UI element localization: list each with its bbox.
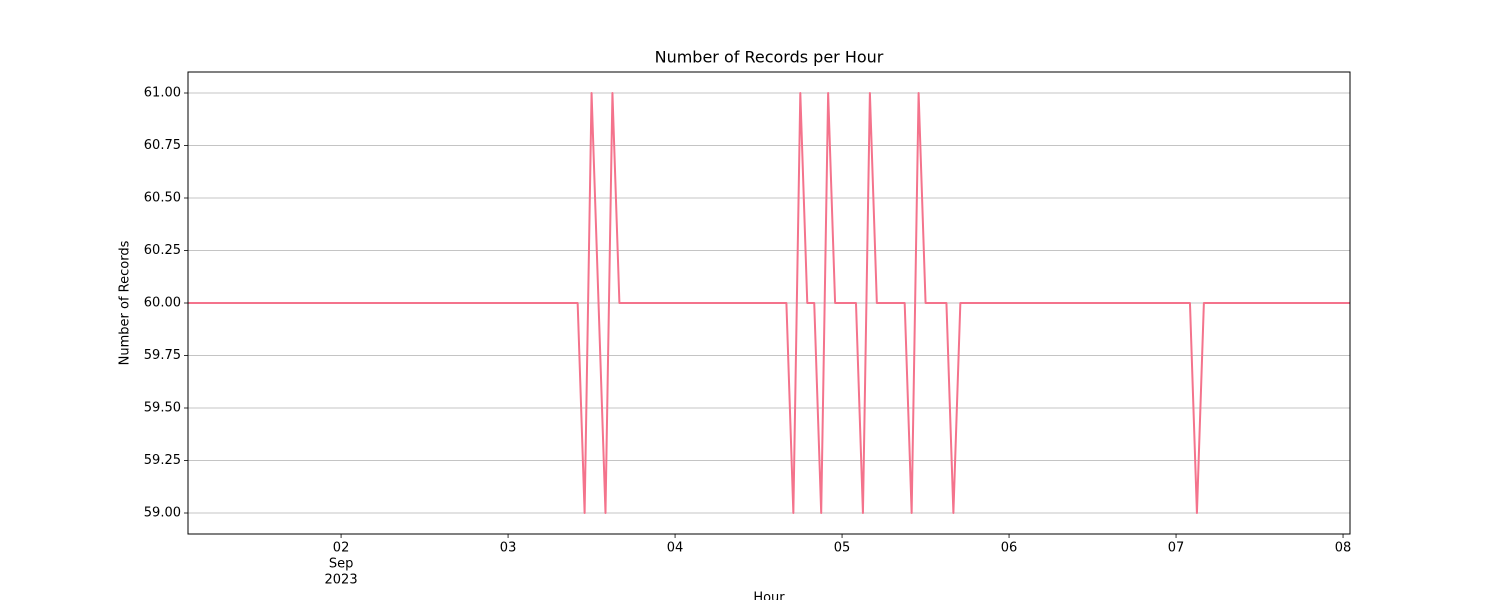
y-axis-label: Number of Records [118,240,133,365]
chart-title: Number of Records per Hour [655,48,884,67]
y-tick-label: 60.25 [144,243,181,258]
y-tick-label: 60.75 [144,138,181,153]
y-tick-label: 60.50 [144,191,181,206]
y-tick-label: 59.50 [144,401,181,416]
y-tick-label: 60.00 [144,296,181,311]
y-tick-label: 59.75 [144,348,181,363]
x-tick-label: 06 [1001,541,1018,556]
x-tick-label: 07 [1168,541,1185,556]
data-line [188,92,1350,514]
x-tick-sublabel: Sep [329,557,354,572]
y-tick-label: 59.00 [144,506,181,521]
x-tick-label: 05 [834,541,851,556]
y-tick-label: 61.00 [144,86,181,101]
x-tick-label: 03 [500,541,517,556]
x-tick-label: 08 [1335,541,1352,556]
x-tick-sublabel: 2023 [325,573,358,588]
x-tick-label: 02 [333,541,350,556]
x-tick-label: 04 [667,541,684,556]
x-axis-label: Hour [753,591,785,600]
y-tick-label: 59.25 [144,453,181,468]
plot-frame [187,71,1351,535]
